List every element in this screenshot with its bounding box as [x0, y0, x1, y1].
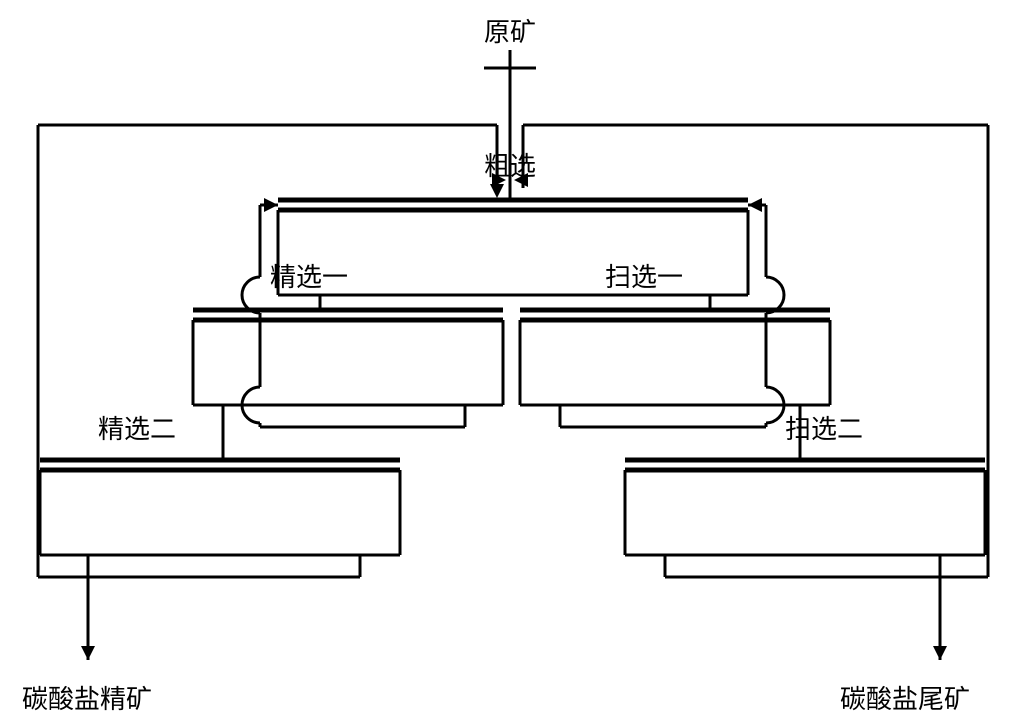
- label-feed: 原矿: [484, 12, 536, 49]
- label-tails: 碳酸盐尾矿: [840, 679, 970, 716]
- flowchart-svg: [0, 0, 1021, 727]
- label-cleaner1: 精选一: [270, 257, 348, 294]
- label-cleaner2: 精选二: [98, 409, 176, 446]
- label-rough: 粗选: [484, 146, 536, 183]
- label-conc: 碳酸盐精矿: [22, 679, 152, 716]
- label-scav1: 扫选一: [605, 257, 683, 294]
- label-scav2: 扫选二: [785, 409, 863, 446]
